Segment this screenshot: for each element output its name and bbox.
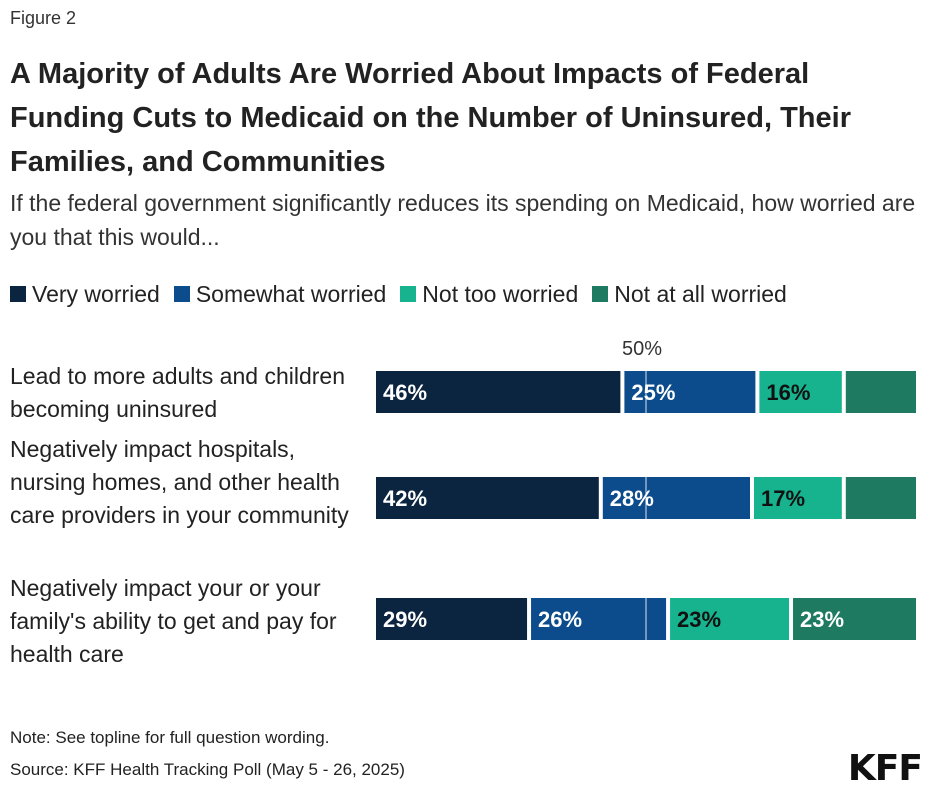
data-label: 26% — [538, 607, 582, 632]
data-label: 17% — [761, 486, 805, 511]
legend-swatch — [173, 286, 190, 302]
data-label: 28% — [610, 486, 654, 511]
data-label: 23% — [677, 607, 721, 632]
reference-line-label: 50% — [622, 338, 663, 360]
legend-label: Very worried — [32, 280, 160, 307]
data-label: 29% — [383, 607, 427, 632]
legend: Very worried Somewhat worried Not too wo… — [10, 279, 801, 309]
figure-label: Figure 2 — [10, 8, 77, 28]
bar-not-at-all-worried — [845, 371, 916, 413]
bar-not-at-all-worried — [845, 477, 916, 519]
kff-logo: KFF — [847, 748, 923, 789]
note-text: Note: See topline for full question word… — [10, 728, 330, 747]
data-label: 42% — [383, 486, 427, 511]
legend-swatch — [10, 286, 26, 302]
data-label: 25% — [631, 380, 675, 405]
bar-very-worried — [376, 477, 599, 519]
legend-swatch — [400, 286, 417, 302]
bar-not-too-worried — [754, 477, 842, 519]
legend-label: Not at all worried — [614, 280, 787, 307]
bar-not-too-worried — [759, 371, 842, 413]
bar-not-at-all-worried — [793, 598, 916, 640]
legend-label: Somewhat worried — [195, 280, 387, 307]
legend-label: Not too worried — [422, 280, 579, 307]
legend-item-not-at-all-worried: Not at all worried — [592, 281, 787, 308]
legend-item-not-too-worried: Not too worried — [400, 281, 578, 308]
data-label: 16% — [766, 380, 810, 405]
legend-item-very-worried: Very worried — [10, 281, 160, 308]
bar-not-too-worried — [670, 598, 790, 640]
data-label: 23% — [800, 607, 844, 632]
stacked-bar-chart: 46% 25% 16% 42% 28% 17% 29% 26% 23% 23% — [376, 371, 916, 640]
legend-item-somewhat-worried: Somewhat worried — [173, 280, 387, 308]
source-text: Source: KFF Health Tracking Poll (May 5 … — [10, 760, 405, 779]
bar-somewhat-worried — [531, 598, 667, 640]
category-label: Lead to more adults and children becomin… — [10, 363, 345, 422]
bar-very-worried — [376, 598, 528, 640]
category-label: Negatively impact your or your family's … — [10, 575, 337, 667]
bar-somewhat-worried — [602, 477, 750, 519]
chart-subtitle: If the federal government significantly … — [10, 190, 916, 250]
bar-very-worried — [376, 371, 621, 413]
category-label: Negatively impact hospitals, nursing hom… — [10, 436, 349, 528]
chart-title: A Majority of Adults Are Worried About I… — [10, 58, 851, 178]
legend-swatch — [592, 286, 609, 302]
data-label: 46% — [383, 380, 427, 405]
